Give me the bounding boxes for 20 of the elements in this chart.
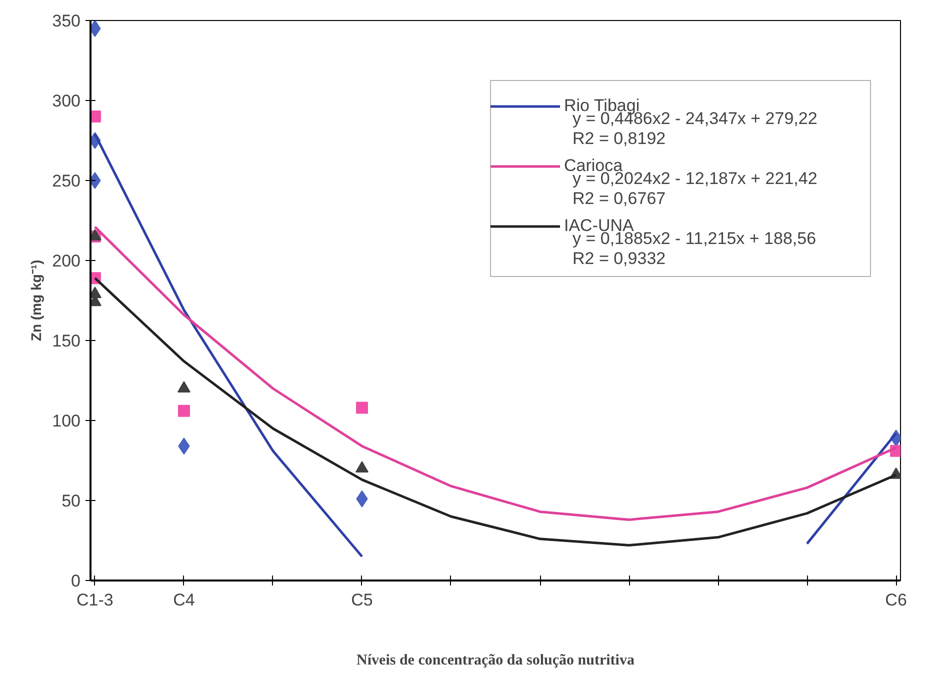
point [90,110,101,122]
y-tick-label: 250 [52,172,81,190]
y-tick-label: 350 [52,12,81,30]
y-tick-label: 100 [52,412,81,430]
annotation: R2 = 0,8192 [572,129,666,148]
x-tick-label: C6 [885,590,907,610]
x-tick-label: C4 [173,590,195,610]
x-tick-label: C1-3 [76,590,114,610]
annotation: R2 = 0,9332 [572,249,666,268]
y-axis-title: Zn (mg kg⁻¹) [28,260,44,342]
x-axis-title: Níveis de concentração da solução nutritiva [356,652,635,668]
y-tick-label: 50 [62,492,81,510]
point [178,404,190,417]
annotation: R2 = 0,6767 [572,189,666,208]
y-tick-label: 0 [71,572,81,590]
y-tick-label: 150 [52,332,81,350]
point [356,402,368,414]
y-tick-label: 200 [52,252,81,270]
y-tick-label: 300 [52,92,81,110]
x-tick-label: C5 [351,590,373,610]
